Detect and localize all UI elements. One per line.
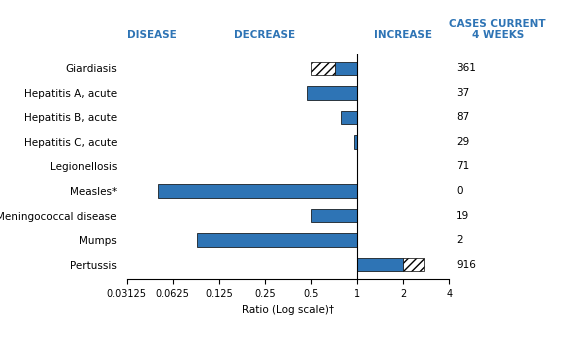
- Text: 19: 19: [456, 211, 469, 221]
- Text: 71: 71: [456, 161, 469, 171]
- Text: DISEASE: DISEASE: [127, 30, 176, 40]
- Text: 0: 0: [456, 186, 463, 196]
- Bar: [403, 258, 425, 271]
- Text: 361: 361: [456, 63, 476, 73]
- X-axis label: Ratio (Log scale)†: Ratio (Log scale)†: [242, 305, 334, 315]
- Bar: [307, 86, 357, 100]
- Text: 29: 29: [456, 137, 469, 147]
- Bar: [340, 111, 357, 124]
- Text: 87: 87: [456, 112, 469, 122]
- Text: INCREASE: INCREASE: [374, 30, 432, 40]
- Text: DECREASE: DECREASE: [234, 30, 295, 40]
- Text: 2: 2: [456, 235, 463, 245]
- Bar: [311, 62, 335, 75]
- Bar: [335, 62, 357, 75]
- Bar: [311, 209, 357, 222]
- Bar: [197, 233, 357, 247]
- Text: 37: 37: [456, 88, 469, 98]
- Bar: [354, 135, 357, 149]
- Text: CASES CURRENT
4 WEEKS: CASES CURRENT 4 WEEKS: [449, 19, 546, 40]
- Text: 916: 916: [456, 260, 476, 270]
- Bar: [357, 258, 403, 271]
- Bar: [158, 184, 357, 198]
